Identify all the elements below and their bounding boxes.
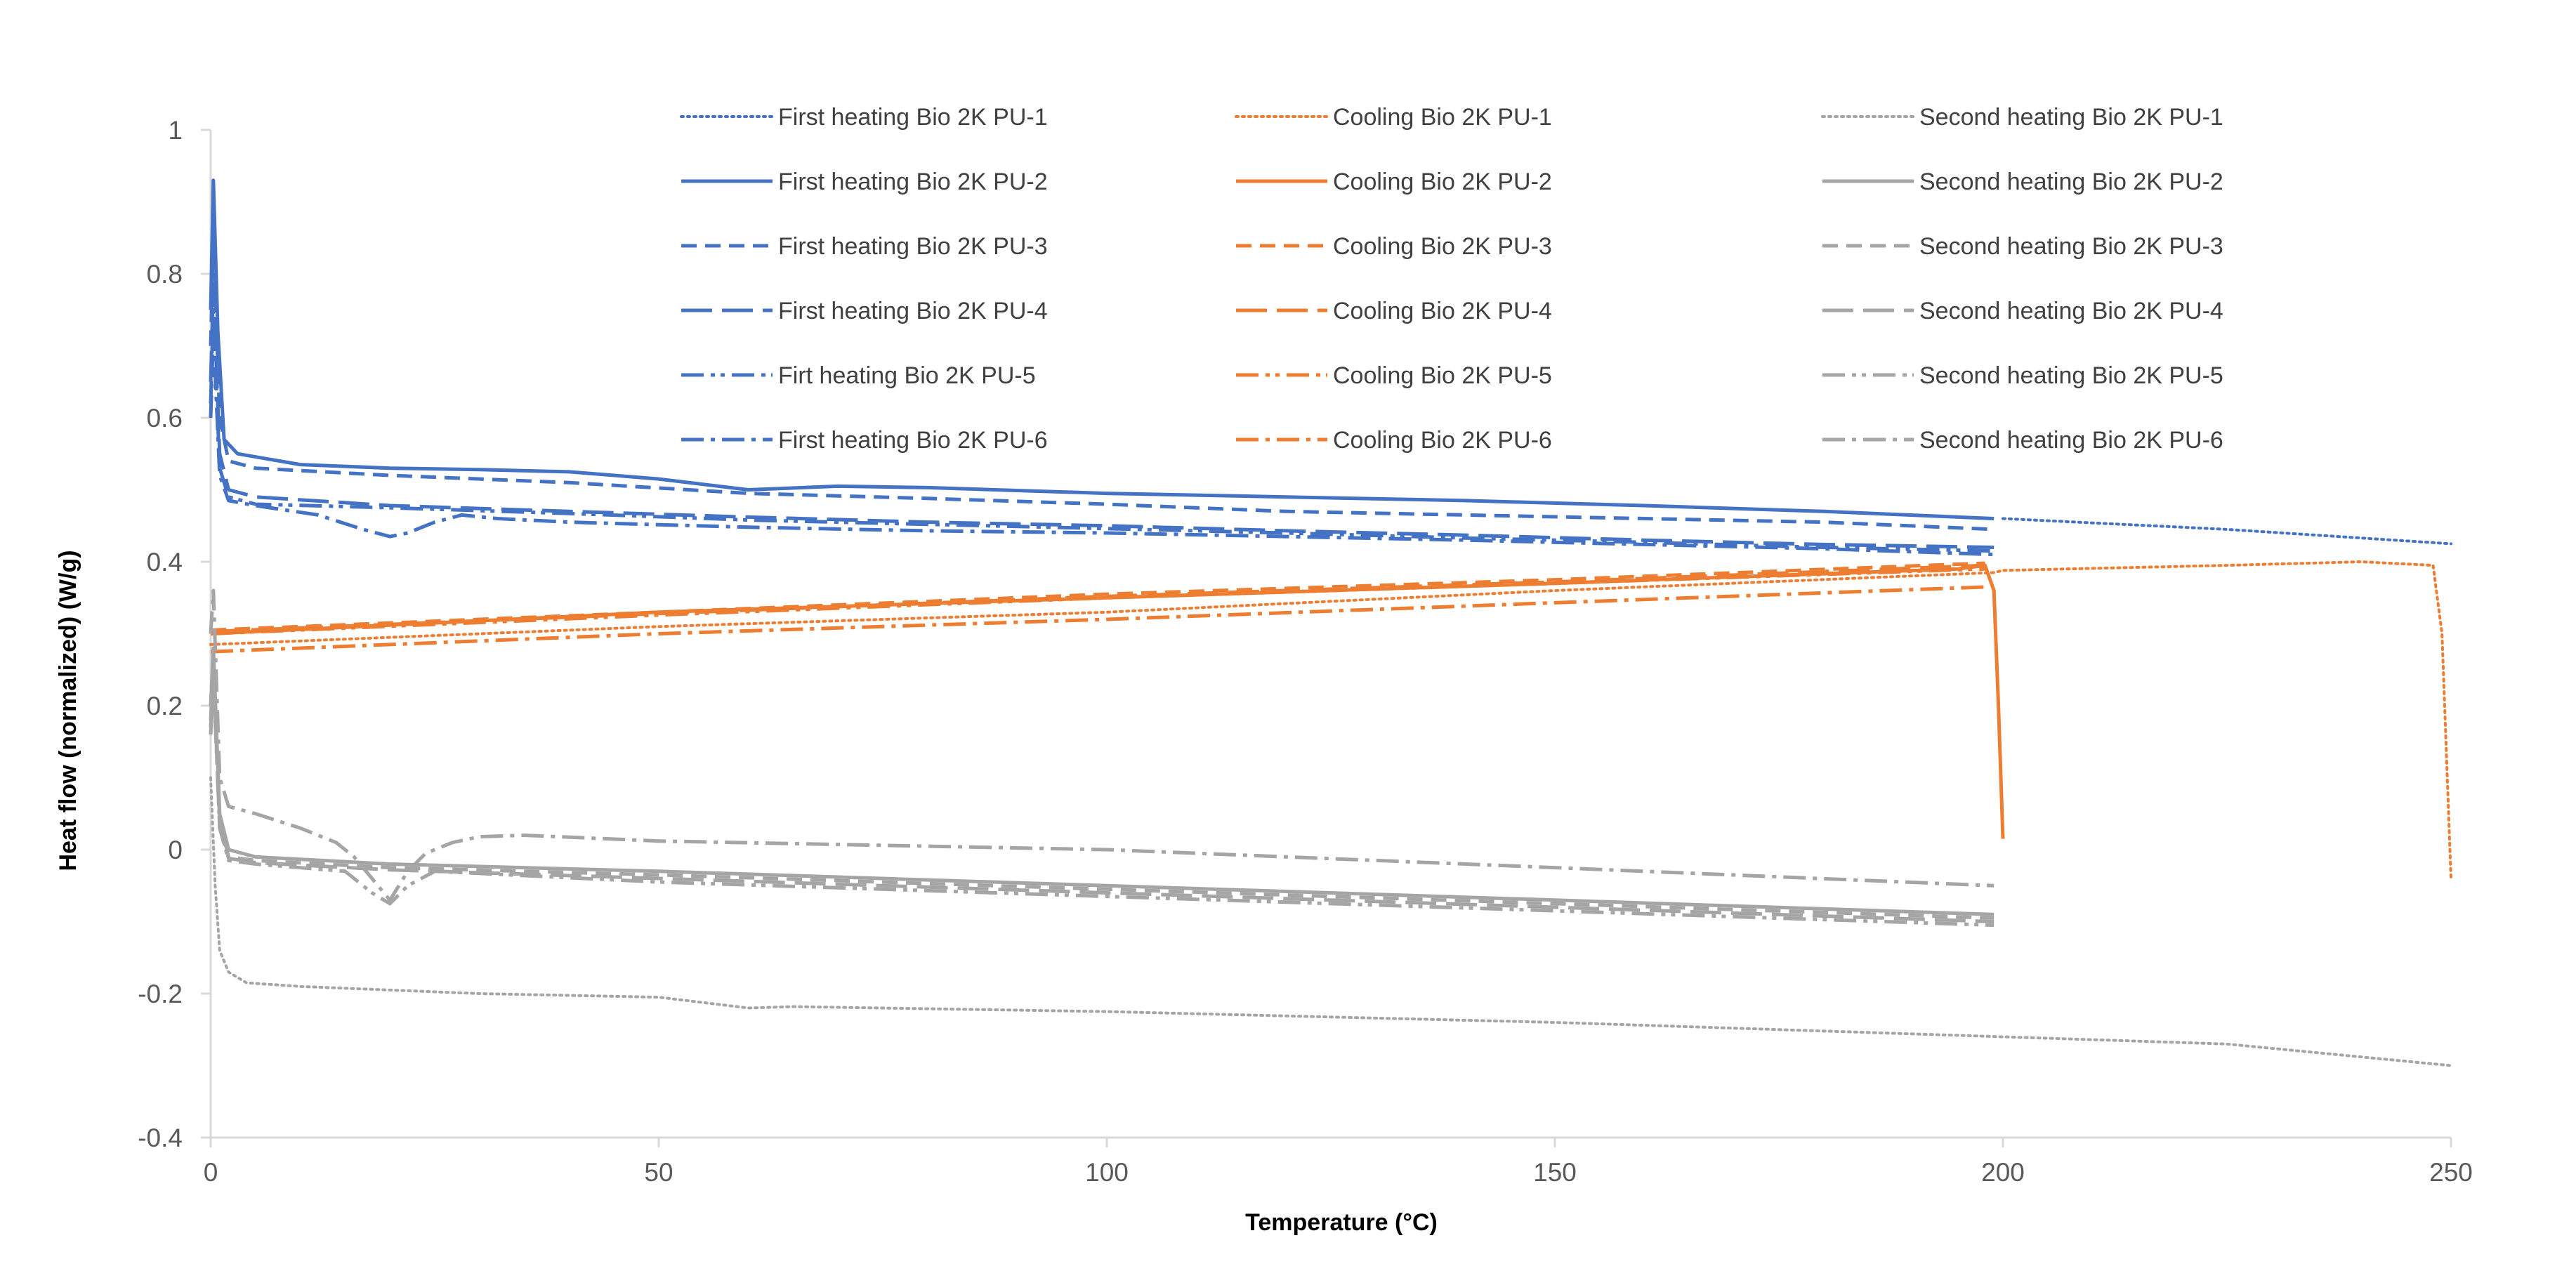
axes: -0.4 -0.2 0 0.2 0.4 0.6 0.8 1 0 50 100 150 200 250 (138, 116, 2473, 1187)
legend-label: Cooling Bio 2K PU-5 (1333, 362, 1552, 389)
legend-label: Cooling Bio 2K PU-6 (1333, 427, 1552, 454)
y-tick-label: 0 (168, 836, 183, 864)
x-tick-label: 0 (204, 1158, 218, 1187)
legend-label: Cooling Bio 2K PU-3 (1333, 233, 1552, 260)
x-tick-label: 250 (2429, 1158, 2473, 1187)
legend-label: Second heating Bio 2K PU-2 (1919, 169, 2223, 195)
series-line-second-heating-5 (209, 675, 1995, 928)
series-line-first-heating-2 (209, 178, 1995, 520)
legend-label: Second heating Bio 2K PU-1 (1919, 104, 2223, 131)
legend-label: Cooling Bio 2K PU-4 (1333, 298, 1552, 324)
series-line-first-heating-5 (209, 308, 1995, 553)
series-line-first-heating-6 (209, 329, 1995, 557)
legend-label: First heating Bio 2K PU-4 (778, 298, 1048, 324)
series-line-first-heating-4 (209, 286, 1995, 549)
legend: First heating Bio 2K PU-1 First heating B… (680, 104, 2223, 454)
series-line-cooling-4 (210, 563, 1985, 633)
legend-label: First heating Bio 2K PU-2 (778, 169, 1048, 195)
series-line-cooling-6 (210, 585, 1985, 654)
legend-label: First heating Bio 2K PU-3 (778, 233, 1048, 260)
y-tick-label: 0.2 (147, 692, 183, 720)
y-axis-title: Heat flow (normalized) (W/g) (55, 550, 81, 871)
x-tick-label: 200 (1981, 1158, 2025, 1187)
legend-label: First heating Bio 2K PU-6 (778, 427, 1048, 454)
legend-label: Cooling Bio 2K PU-1 (1333, 104, 1552, 131)
series-line-first-heating-1 (2002, 517, 2452, 546)
legend-label: Second heating Bio 2K PU-3 (1919, 233, 2223, 260)
legend-label: Second heating Bio 2K PU-5 (1919, 362, 2223, 389)
legend-label: Second heating Bio 2K PU-6 (1919, 427, 2223, 454)
y-tick-label: 0.8 (147, 260, 183, 289)
series-line-cooling-1 (209, 560, 2452, 880)
legend-label: Firt heating Bio 2K PU-5 (778, 362, 1036, 389)
series-line-first-heating-3 (209, 236, 1995, 532)
plot-series (209, 178, 2452, 1067)
y-tick-label: 1 (168, 116, 183, 145)
legend-label: Cooling Bio 2K PU-2 (1333, 169, 1552, 195)
series-line-second-heating-1 (209, 776, 2452, 1067)
x-tick-label: 100 (1085, 1158, 1129, 1187)
series-line-second-heating-4 (209, 668, 1995, 923)
y-tick-label: 0.6 (147, 404, 183, 433)
series-line-second-heating-3 (209, 661, 1995, 920)
x-tick-label: 50 (644, 1158, 673, 1187)
x-axis-title: Temperature (°C) (1245, 1209, 1438, 1236)
series-line-cooling-5 (210, 567, 1985, 635)
legend-label: Second heating Bio 2K PU-4 (1919, 298, 2223, 324)
y-tick-label: -0.2 (138, 980, 183, 1008)
series-line-cooling-2 (210, 563, 2005, 839)
y-tick-label: 0.4 (147, 548, 183, 577)
series-line-second-heating-6 (209, 588, 1995, 902)
x-tick-label: 150 (1533, 1158, 1577, 1187)
y-tick-label: -0.4 (138, 1124, 183, 1152)
legend-label: First heating Bio 2K PU-1 (778, 104, 1048, 131)
